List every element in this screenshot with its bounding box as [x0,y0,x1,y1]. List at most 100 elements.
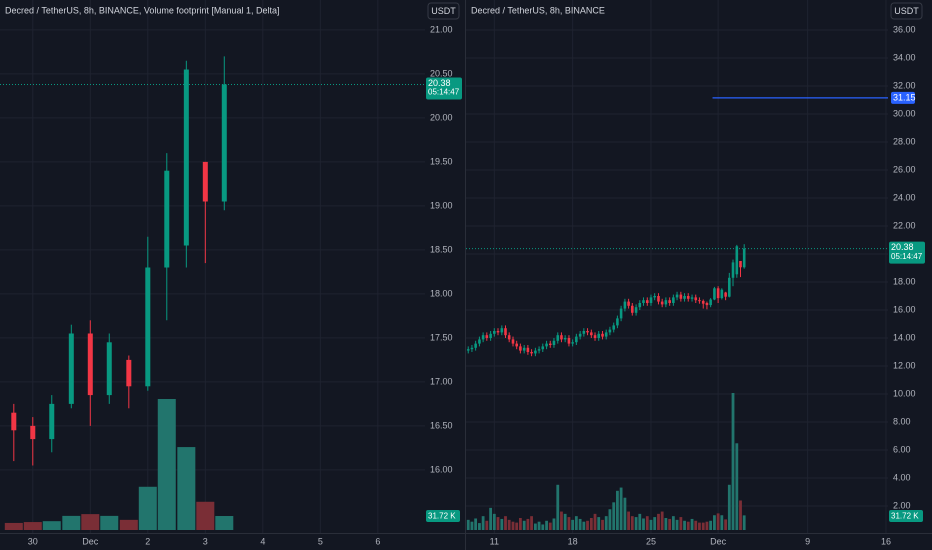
volume-bar [545,520,548,530]
volume-bar [664,518,668,530]
candle-body [478,339,481,344]
last-price-tag [889,241,925,264]
volume-bar [526,518,530,530]
pane [0,0,425,533]
horizontal-line-tag [891,91,915,104]
candle-body [515,343,518,347]
volume-bar [518,518,522,530]
candle-body [519,346,522,351]
volume-bar [489,507,493,530]
volume-bar [157,399,176,530]
candle-body [604,332,608,337]
y-tick-label: 24.00 [893,192,916,202]
candle-body [126,359,132,387]
volume-bar [735,443,739,530]
candle-body [586,330,589,333]
candle-body [728,277,731,297]
y-tick-label: 18.00 [430,288,453,298]
volume-bar [623,497,627,530]
x-tick-label: Dec [82,536,99,546]
volume-bar [548,522,552,530]
volume-bar [42,521,61,530]
volume-bar [552,518,556,530]
volume-bar [500,518,504,530]
y-tick-label: 2.00 [893,500,911,510]
candle-body [597,333,601,338]
volume-bar [511,521,515,530]
candle-body [466,349,470,351]
volume-bar [660,511,664,530]
y-tick-label: 20.50 [430,68,453,78]
volume-bar [701,522,705,530]
volume-bar [492,513,496,530]
candle-body [716,288,720,299]
volume-bar [638,513,642,530]
candle-body [571,342,574,344]
candle-body [601,333,604,337]
currency-button[interactable] [427,2,460,20]
candle-body [530,351,533,354]
y-tick-label: 14.00 [893,332,916,342]
volume-bar [507,519,511,530]
candle-body [672,297,675,303]
candle-body [106,342,112,396]
volume-bar [586,520,589,530]
candle-body [578,333,582,337]
candle-body [548,343,552,345]
candle-body [713,288,716,300]
candle-body [522,347,526,351]
y-tick-label: 18.00 [893,276,916,286]
candle-body [470,347,474,350]
y-tick-label: 34.00 [893,52,916,62]
candle-body [694,297,698,301]
candle-body [49,403,55,440]
x-tick-label: 2 [145,536,150,546]
volume-bar [657,513,660,530]
volume-bar [739,500,742,530]
volume-bar [671,516,675,530]
candle-body [739,260,742,268]
candle-body [638,302,642,308]
candle-body [742,248,746,268]
volume-bar [62,515,81,530]
volume-bar [649,519,653,530]
candle-body [145,267,151,387]
candle-body [701,300,705,304]
candle-body [630,305,634,313]
volume-bar [478,523,481,530]
candle-body [653,295,656,298]
candle-body [493,330,496,334]
volume-bar [716,513,720,530]
volume-bar [698,522,701,530]
currency-button[interactable] [890,2,923,20]
candle-body [30,425,36,440]
x-tick-label: 4 [260,536,265,546]
candle-body [616,318,619,326]
currency-label[interactable]: USDT [431,6,456,16]
candle-body [649,297,653,303]
candle-body [68,333,74,404]
y-tick-label: 16.00 [893,304,916,314]
y-tick-label: 16.50 [430,420,453,430]
candle-body [623,301,627,309]
y-tick-label: 22.00 [893,220,916,230]
candle-body [202,161,208,202]
candle-body [675,294,679,298]
candle-body [731,262,735,278]
volume-bar [679,517,683,530]
x-tick-label: 3 [203,536,208,546]
volume-bar [560,511,563,530]
volume-bar [694,520,698,530]
volume-bar [481,516,485,530]
volume-bar [705,521,709,530]
volume-bar [589,518,593,530]
volume-bar [496,517,500,530]
volume-bar [556,484,560,530]
volume-bar [574,516,578,530]
volume-bar [668,518,672,530]
volume-bar [571,519,575,530]
currency-label[interactable]: USDT [894,6,919,16]
last-price-label: 20.38 [428,78,451,88]
y-tick-label: 4.00 [893,472,911,482]
volume-bar [616,490,619,530]
